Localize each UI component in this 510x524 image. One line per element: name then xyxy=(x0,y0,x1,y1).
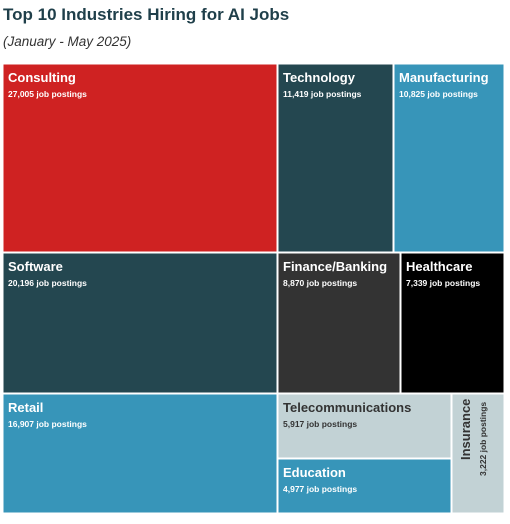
tile-label-finance-banking: Finance/Banking xyxy=(283,259,387,274)
tile-label-consulting: Consulting xyxy=(8,70,76,85)
treemap-tile-telecommunications: Telecommunications 5,917 job postings xyxy=(277,393,452,459)
tile-label-retail: Retail xyxy=(8,400,43,415)
tile-value-insurance: 3,222 job postings xyxy=(478,402,488,476)
treemap-tile-education: Education 4,977 job postings xyxy=(277,458,452,514)
tile-value-retail: 16,907 job postings xyxy=(8,419,87,429)
tile-value-consulting: 27,005 job postings xyxy=(8,89,87,99)
treemap-tile-finance-banking: Finance/Banking 8,870 job postings xyxy=(277,252,401,394)
tile-label-technology: Technology xyxy=(283,70,356,85)
tile-rect-telecommunications xyxy=(277,393,452,459)
tile-value-finance-banking: 8,870 job postings xyxy=(283,278,357,288)
tile-rect-consulting xyxy=(2,63,278,253)
tile-label-telecommunications: Telecommunications xyxy=(283,400,411,415)
tile-value-telecommunications: 5,917 job postings xyxy=(283,419,357,429)
tile-rect-insurance xyxy=(451,393,505,514)
tile-label-software: Software xyxy=(8,259,63,274)
tile-rect-manufacturing xyxy=(393,63,505,253)
tile-rect-technology xyxy=(277,63,394,253)
chart-subtitle: (January - May 2025) xyxy=(3,34,132,49)
tile-value-software: 20,196 job postings xyxy=(8,278,87,288)
chart-title: Top 10 Industries Hiring for AI Jobs xyxy=(3,5,290,24)
tile-value-technology: 11,419 job postings xyxy=(283,89,362,99)
tile-label-education: Education xyxy=(283,465,346,480)
treemap-tile-healthcare: Healthcare 7,339 job postings xyxy=(400,252,505,394)
tile-label-healthcare: Healthcare xyxy=(406,259,472,274)
tile-label-insurance: Insurance xyxy=(458,399,473,460)
tile-value-healthcare: 7,339 job postings xyxy=(406,278,480,288)
tile-rect-retail xyxy=(2,393,278,514)
treemap-tile-manufacturing: Manufacturing 10,825 job postings xyxy=(393,63,505,253)
treemap-tile-retail: Retail 16,907 job postings xyxy=(2,393,278,514)
tile-rect-software xyxy=(2,252,278,394)
treemap-tile-consulting: Consulting 27,005 job postings xyxy=(2,63,278,253)
treemap-tile-insurance: Insurance 3,222 job postings xyxy=(451,393,505,514)
treemap-tile-technology: Technology 11,419 job postings xyxy=(277,63,394,253)
tile-rect-education xyxy=(277,458,452,514)
tile-value-education: 4,977 job postings xyxy=(283,484,357,494)
tile-rect-healthcare xyxy=(400,252,505,394)
tile-rect-finance-banking xyxy=(277,252,401,394)
treemap-tile-software: Software 20,196 job postings xyxy=(2,252,278,394)
tile-value-manufacturing: 10,825 job postings xyxy=(399,89,478,99)
tile-label-manufacturing: Manufacturing xyxy=(399,70,489,85)
